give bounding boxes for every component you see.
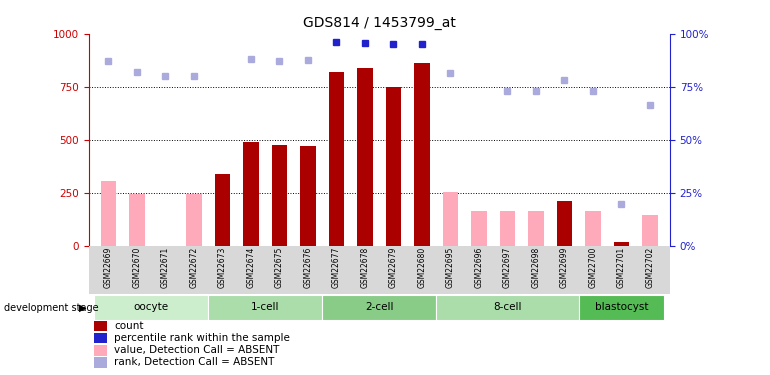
Bar: [357, 68, 373, 246]
Text: development stage: development stage: [4, 303, 99, 313]
Text: GSM22676: GSM22676: [303, 247, 313, 288]
Bar: [585, 211, 601, 246]
Text: 2-cell: 2-cell: [365, 302, 393, 312]
Text: GSM22671: GSM22671: [161, 247, 170, 288]
Text: GSM22698: GSM22698: [531, 247, 541, 288]
Text: value, Detection Call = ABSENT: value, Detection Call = ABSENT: [114, 345, 280, 355]
Text: GSM22699: GSM22699: [560, 247, 569, 288]
Bar: [414, 63, 430, 246]
Text: GSM22701: GSM22701: [617, 247, 626, 288]
Text: GSM22695: GSM22695: [446, 247, 455, 288]
Text: blastocyst: blastocyst: [594, 302, 648, 312]
Bar: [186, 194, 202, 246]
Bar: [471, 211, 487, 246]
Bar: [243, 142, 259, 246]
FancyBboxPatch shape: [437, 295, 579, 320]
Text: GSM22673: GSM22673: [218, 247, 227, 288]
Text: GSM22672: GSM22672: [189, 247, 199, 288]
FancyBboxPatch shape: [322, 295, 437, 320]
Text: GSM22670: GSM22670: [132, 247, 142, 288]
Text: GSM22700: GSM22700: [588, 247, 598, 288]
FancyBboxPatch shape: [95, 357, 107, 368]
Text: rank, Detection Call = ABSENT: rank, Detection Call = ABSENT: [114, 357, 274, 368]
Text: GSM22702: GSM22702: [645, 247, 654, 288]
Bar: [443, 192, 458, 246]
Bar: [642, 215, 658, 246]
FancyBboxPatch shape: [95, 321, 107, 331]
Text: GSM22674: GSM22674: [246, 247, 256, 288]
Bar: [101, 181, 116, 246]
Bar: [129, 194, 145, 246]
Text: percentile rank within the sample: percentile rank within the sample: [114, 333, 290, 343]
Text: GSM22669: GSM22669: [104, 247, 113, 288]
Text: GSM22678: GSM22678: [360, 247, 370, 288]
Bar: [500, 211, 515, 246]
FancyBboxPatch shape: [95, 345, 107, 355]
Bar: [300, 146, 316, 246]
Text: 8-cell: 8-cell: [494, 302, 522, 312]
Text: GSM22679: GSM22679: [389, 247, 398, 288]
Bar: [386, 87, 401, 246]
FancyBboxPatch shape: [95, 333, 107, 344]
Text: 1-cell: 1-cell: [251, 302, 280, 312]
Bar: [329, 72, 344, 246]
Bar: [272, 145, 287, 246]
Text: GSM22697: GSM22697: [503, 247, 512, 288]
Text: GSM22677: GSM22677: [332, 247, 341, 288]
Bar: [528, 211, 544, 246]
Text: ▶: ▶: [79, 303, 86, 313]
Text: GSM22680: GSM22680: [417, 247, 427, 288]
Text: oocyte: oocyte: [134, 302, 169, 312]
FancyBboxPatch shape: [94, 295, 208, 320]
Bar: [614, 243, 629, 246]
Bar: [557, 201, 572, 246]
Text: GSM22675: GSM22675: [275, 247, 284, 288]
Bar: [215, 174, 230, 246]
FancyBboxPatch shape: [208, 295, 322, 320]
Title: GDS814 / 1453799_at: GDS814 / 1453799_at: [303, 16, 456, 30]
FancyBboxPatch shape: [579, 295, 665, 320]
Text: GSM22696: GSM22696: [474, 247, 484, 288]
Text: count: count: [114, 321, 144, 331]
